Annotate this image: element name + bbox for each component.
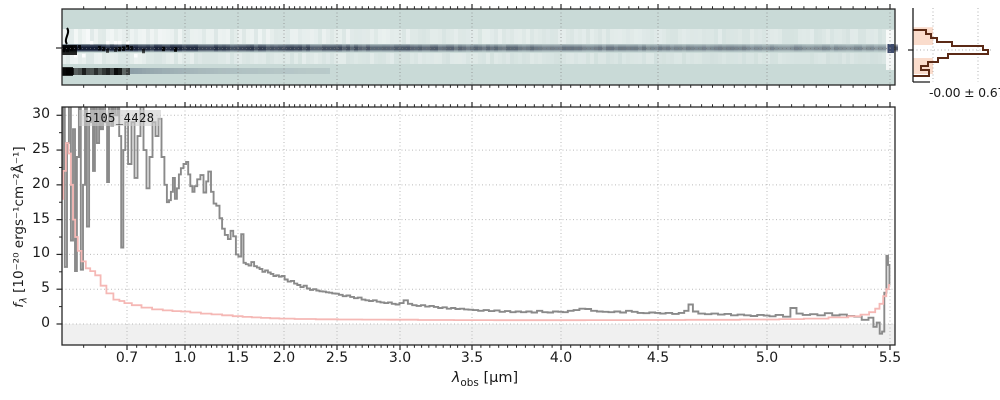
y-tick-label: 30 [32, 106, 50, 123]
x-tick-label: 2.5 [325, 350, 349, 366]
spectrum-2d-panel [56, 8, 898, 86]
y-tick-label: 25 [32, 141, 50, 158]
x-tick-label: 5.0 [755, 350, 779, 366]
x-axis-unit: [μm] [478, 370, 519, 386]
y-axis-symbol: f [11, 302, 27, 308]
error-spectrum-line [62, 142, 890, 322]
y-tick-label: 15 [32, 210, 50, 227]
flux-spectrum-line [62, 107, 891, 335]
below-zero-band [62, 323, 895, 345]
y-tick-label: 0 [41, 314, 50, 331]
residual-histogram-panel [908, 8, 993, 83]
source-id-label: 5105_4428 [79, 110, 161, 126]
series [62, 107, 891, 335]
y-tick-label: 20 [32, 175, 50, 192]
x-axis-subscript: obs [460, 376, 479, 389]
y-tick-label: 5 [41, 280, 50, 297]
spectrum-1d-plot [61, 106, 896, 346]
x-tick-label: 0.7 [115, 350, 139, 366]
y-axis-subscript: λ [18, 297, 30, 303]
hist-fill-bar [913, 27, 933, 45]
grid [62, 107, 895, 345]
x-tick-label: 4.5 [646, 350, 670, 366]
x-tick-label: 4.0 [549, 350, 573, 366]
x-tick-label: 5.5 [878, 350, 902, 366]
x-axis-label: λobs [μm] [430, 370, 540, 389]
x-tick-label: 1.0 [173, 350, 197, 366]
plot-frame [61, 106, 896, 346]
x-tick-label: 3.5 [460, 350, 484, 366]
y-tick-label: 10 [32, 245, 50, 262]
hist-outline [913, 29, 989, 77]
x-tick-label: 3.0 [388, 350, 412, 366]
x-axis-symbol: λ [451, 370, 461, 386]
x-tick-label: 2.0 [272, 350, 296, 366]
residual-stats-label: -0.00 ± 0.67 [929, 85, 1000, 100]
x-tick-label: 1.5 [226, 350, 250, 366]
